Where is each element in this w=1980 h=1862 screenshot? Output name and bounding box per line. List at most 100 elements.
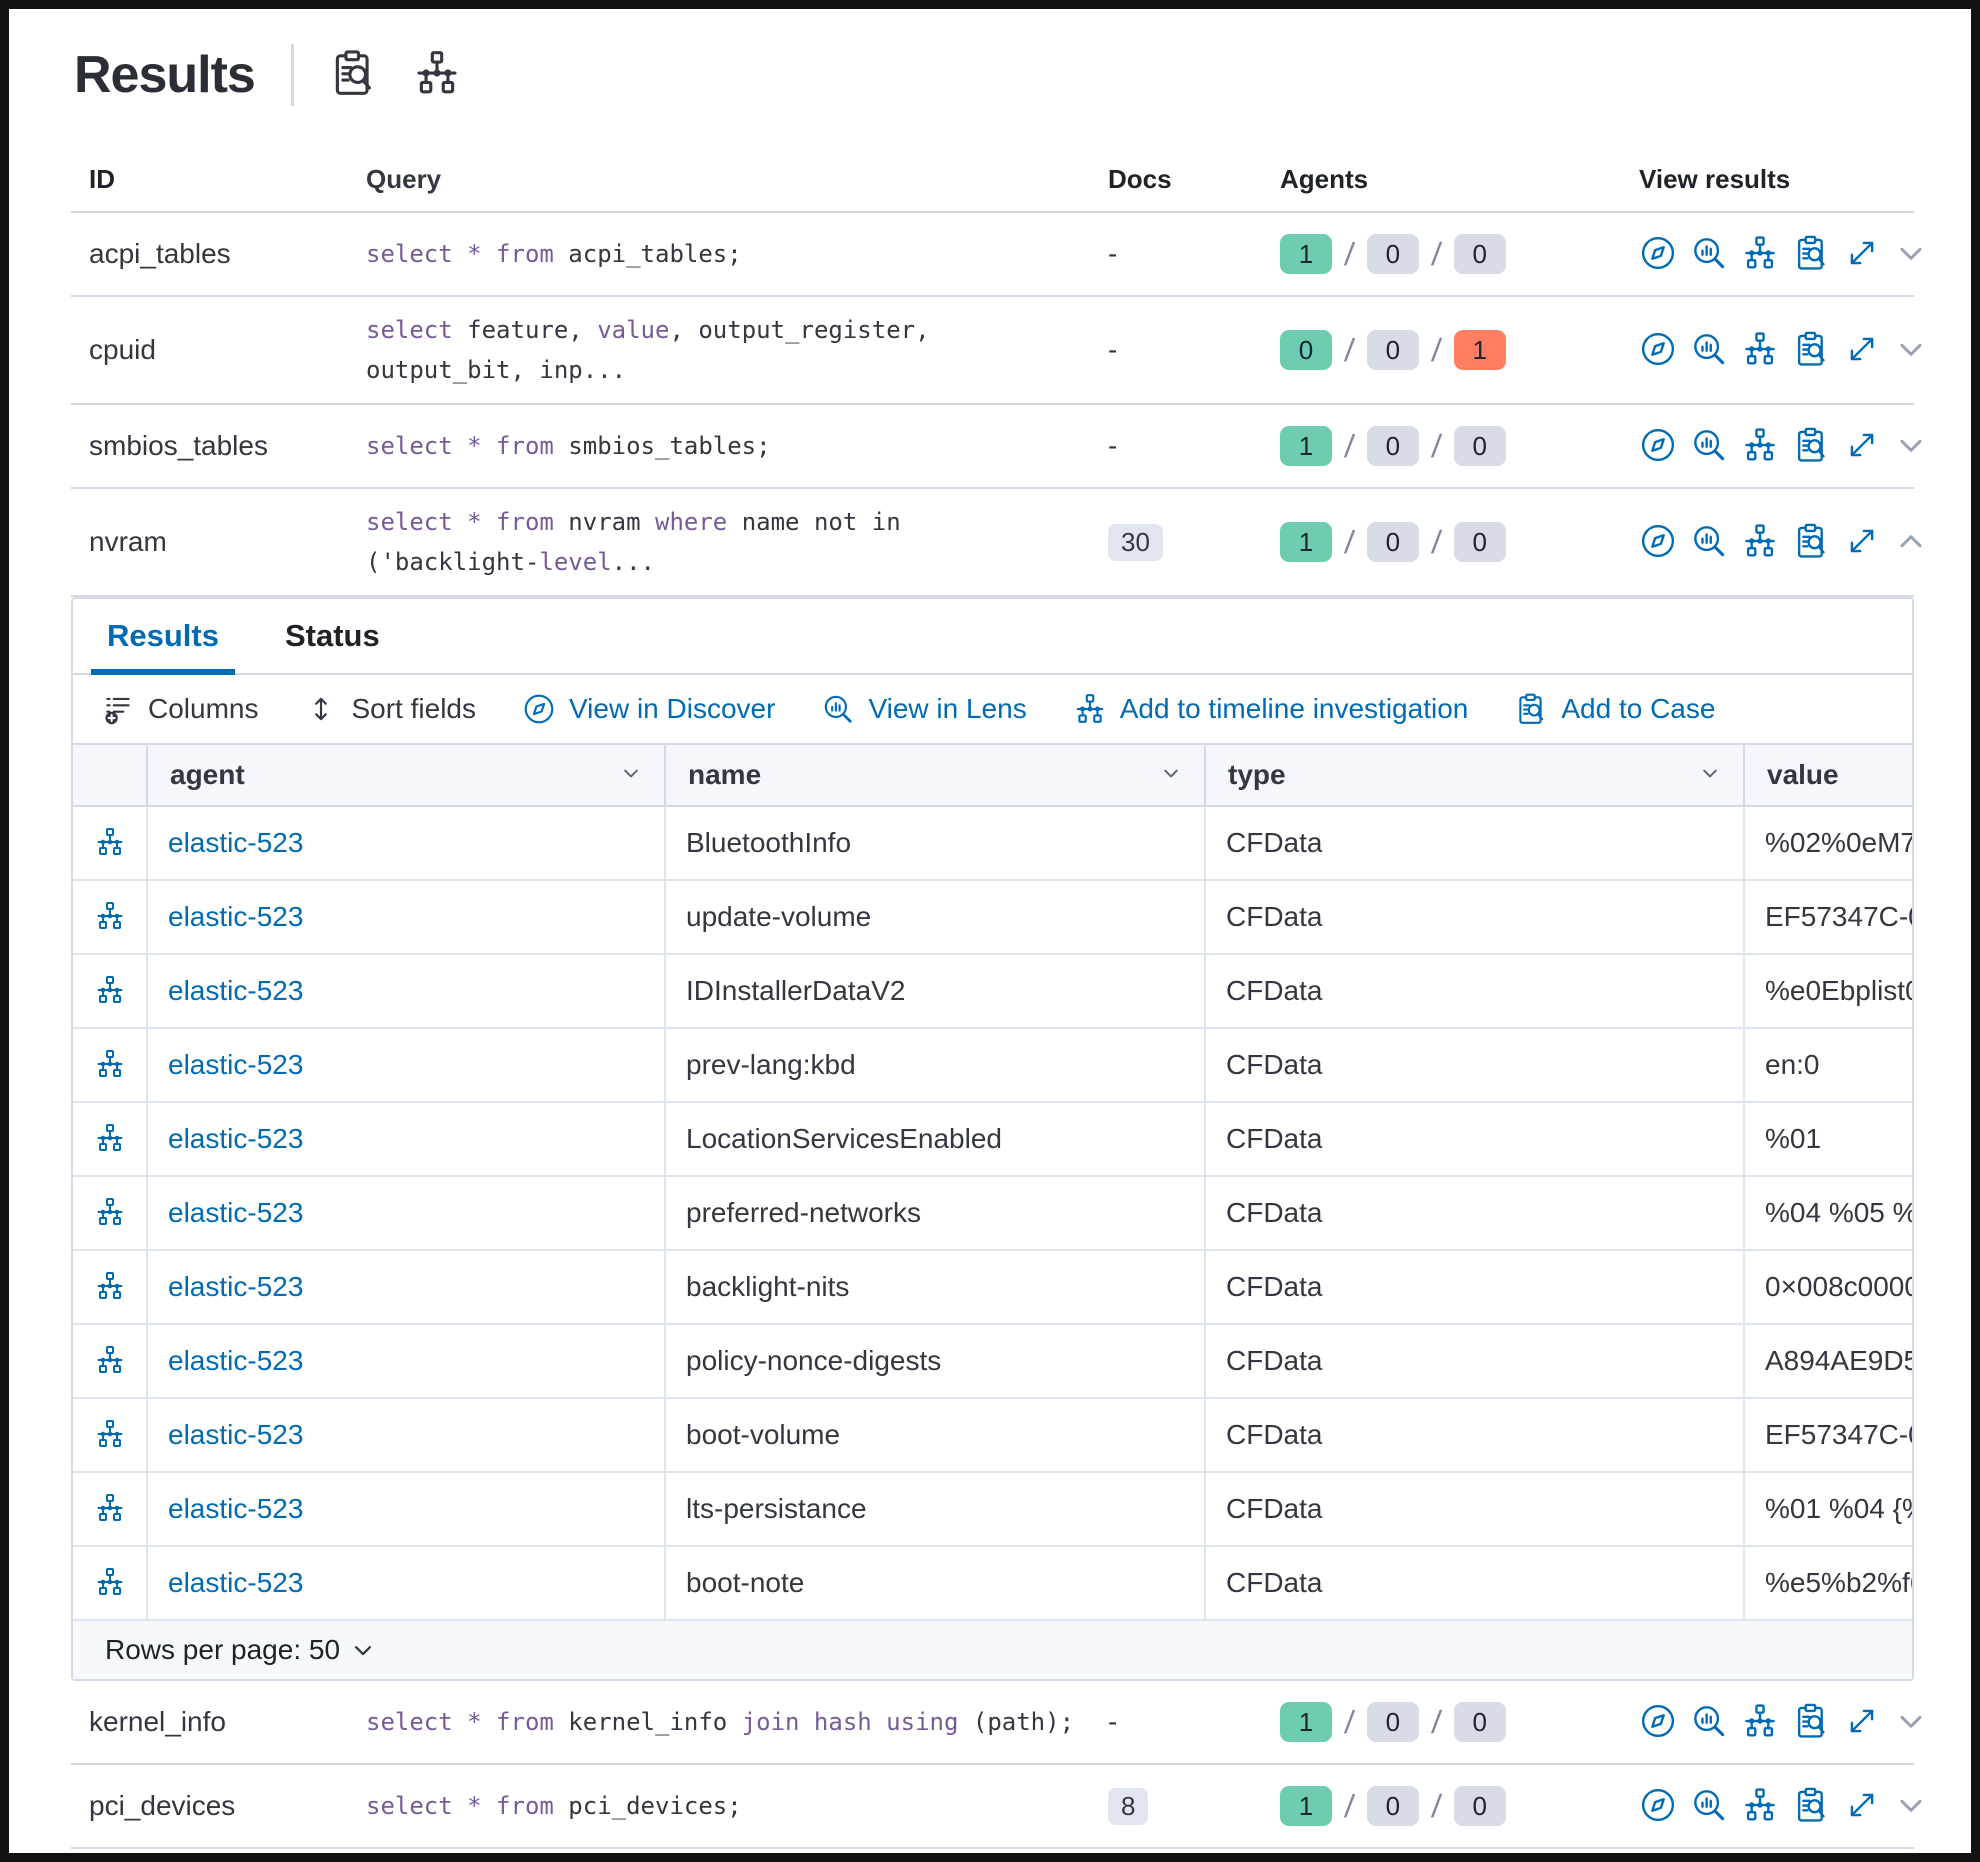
case-icon[interactable] bbox=[1792, 426, 1830, 466]
agent-cell: elastic-523 bbox=[148, 1251, 666, 1323]
timeline-icon[interactable] bbox=[1741, 522, 1779, 562]
agent-cell: elastic-523 bbox=[148, 955, 666, 1027]
timeline-icon[interactable] bbox=[94, 1122, 126, 1156]
discover-icon[interactable] bbox=[1639, 1702, 1677, 1742]
view-in-discover-button[interactable]: View in Discover bbox=[522, 692, 775, 726]
tab-status[interactable]: Status bbox=[281, 599, 384, 673]
agent-link[interactable]: elastic-523 bbox=[168, 1567, 304, 1598]
timeline-icon[interactable] bbox=[1741, 1702, 1779, 1742]
type-cell: CFData bbox=[1206, 1325, 1745, 1397]
expand-row-chevron-icon[interactable] bbox=[1894, 234, 1928, 274]
grid-column-header-name[interactable]: name bbox=[666, 745, 1206, 805]
agents-status: 0 / 0 / 1 bbox=[1280, 330, 1639, 370]
timeline-icon[interactable] bbox=[1741, 1786, 1779, 1826]
agent-link[interactable]: elastic-523 bbox=[168, 1049, 304, 1080]
agent-link[interactable]: elastic-523 bbox=[168, 1419, 304, 1450]
timeline-icon[interactable] bbox=[94, 1270, 126, 1304]
timeline-icon[interactable] bbox=[412, 48, 462, 100]
view-results-actions bbox=[1639, 522, 1928, 562]
expand-icon[interactable] bbox=[1843, 1786, 1881, 1826]
timeline-icon[interactable] bbox=[94, 1418, 126, 1452]
timeline-icon[interactable] bbox=[94, 1196, 126, 1230]
type-cell: CFData bbox=[1206, 807, 1745, 879]
collapse-row-chevron-icon[interactable] bbox=[1894, 522, 1928, 562]
discover-icon[interactable] bbox=[1639, 234, 1677, 274]
row-actions-cell bbox=[73, 807, 148, 879]
timeline-icon[interactable] bbox=[94, 900, 126, 934]
timeline-icon[interactable] bbox=[94, 1048, 126, 1082]
timeline-icon[interactable] bbox=[94, 1566, 126, 1600]
agents-pending-badge: 0 bbox=[1366, 1786, 1419, 1826]
toolbar-label: Add to timeline investigation bbox=[1119, 693, 1469, 724]
grid-column-header-value[interactable]: value bbox=[1745, 745, 1912, 805]
slash-separator: / bbox=[1343, 331, 1356, 368]
row-actions-cell bbox=[73, 1029, 148, 1101]
agent-cell: elastic-523 bbox=[148, 1547, 666, 1619]
value-cell: 0×008c0000 bbox=[1765, 1271, 1912, 1302]
discover-icon[interactable] bbox=[1639, 1786, 1677, 1826]
expand-icon[interactable] bbox=[1843, 522, 1881, 562]
slash-separator: / bbox=[1430, 427, 1443, 464]
expand-icon[interactable] bbox=[1843, 330, 1881, 370]
agent-link[interactable]: elastic-523 bbox=[168, 901, 304, 932]
case-icon[interactable] bbox=[1792, 1786, 1830, 1826]
expand-row-chevron-icon[interactable] bbox=[1894, 330, 1928, 370]
agents-success-badge: 1 bbox=[1280, 426, 1332, 466]
case-icon[interactable] bbox=[1792, 330, 1830, 370]
timeline-icon[interactable] bbox=[94, 974, 126, 1008]
name-cell: boot-volume bbox=[666, 1399, 1206, 1471]
tab-results[interactable]: Results bbox=[91, 599, 235, 675]
grid-column-header-agent[interactable]: agent bbox=[148, 745, 666, 805]
expand-icon[interactable] bbox=[1843, 234, 1881, 274]
agent-link[interactable]: elastic-523 bbox=[168, 1345, 304, 1376]
grid-column-header-type[interactable]: type bbox=[1206, 745, 1745, 805]
expand-row-chevron-icon[interactable] bbox=[1894, 1786, 1928, 1826]
expand-icon[interactable] bbox=[1843, 426, 1881, 466]
agent-link[interactable]: elastic-523 bbox=[168, 1123, 304, 1154]
grid-row: elastic-523 prev-lang:kbd CFData en:0 bbox=[73, 1029, 1912, 1103]
columns-button[interactable]: Columns bbox=[101, 692, 258, 726]
case-icon[interactable] bbox=[1792, 522, 1830, 562]
lens-icon[interactable] bbox=[1690, 426, 1728, 466]
discover-icon[interactable] bbox=[1639, 522, 1677, 562]
expand-row-chevron-icon[interactable] bbox=[1894, 1702, 1928, 1742]
toolbar-label: Columns bbox=[148, 693, 259, 724]
lens-icon[interactable] bbox=[1690, 522, 1728, 562]
timeline-icon[interactable] bbox=[1741, 426, 1779, 466]
timeline-icon[interactable] bbox=[94, 826, 126, 860]
case-icon bbox=[1514, 692, 1548, 726]
agent-link[interactable]: elastic-523 bbox=[168, 1271, 304, 1302]
discover-icon[interactable] bbox=[1639, 330, 1677, 370]
agent-link[interactable]: elastic-523 bbox=[168, 1493, 304, 1524]
timeline-icon[interactable] bbox=[1741, 234, 1779, 274]
lens-icon[interactable] bbox=[1690, 1702, 1728, 1742]
lens-icon[interactable] bbox=[1690, 330, 1728, 370]
case-icon[interactable] bbox=[1792, 234, 1830, 274]
timeline-icon[interactable] bbox=[94, 1492, 126, 1526]
case-icon[interactable] bbox=[1792, 1702, 1830, 1742]
agent-cell: elastic-523 bbox=[148, 1177, 666, 1249]
column-header-id: ID bbox=[89, 163, 115, 194]
agent-link[interactable]: elastic-523 bbox=[168, 827, 304, 858]
view-in-lens-button[interactable]: View in Lens bbox=[821, 692, 1027, 726]
timeline-icon[interactable] bbox=[1741, 330, 1779, 370]
discover-icon[interactable] bbox=[1639, 426, 1677, 466]
expand-row-chevron-icon[interactable] bbox=[1894, 426, 1928, 466]
add-to-timeline-investigation-button[interactable]: Add to timeline investigation bbox=[1073, 692, 1469, 726]
sort-fields-button[interactable]: Sort fields bbox=[304, 692, 476, 726]
agent-link[interactable]: elastic-523 bbox=[168, 975, 304, 1006]
query-id: pci_devices bbox=[89, 1790, 236, 1821]
agent-link[interactable]: elastic-523 bbox=[168, 1197, 304, 1228]
case-icon[interactable] bbox=[328, 48, 378, 100]
lens-icon[interactable] bbox=[1690, 1786, 1728, 1826]
results-table: ID Query Docs Agents View results acpi_table… bbox=[71, 147, 1922, 1849]
rows-per-page-button[interactable]: Rows per page: 50 bbox=[99, 1633, 382, 1667]
expand-icon[interactable] bbox=[1843, 1702, 1881, 1742]
query-sql-line: ('backlight-level... bbox=[366, 548, 655, 576]
query-sql: select * from kernel_info join hash usin… bbox=[366, 1702, 1094, 1742]
lens-icon[interactable] bbox=[1690, 234, 1728, 274]
add-to-case-button[interactable]: Add to Case bbox=[1514, 692, 1715, 726]
timeline-icon[interactable] bbox=[94, 1344, 126, 1378]
table-row: nvram select * from nvram where name not … bbox=[71, 489, 1922, 597]
